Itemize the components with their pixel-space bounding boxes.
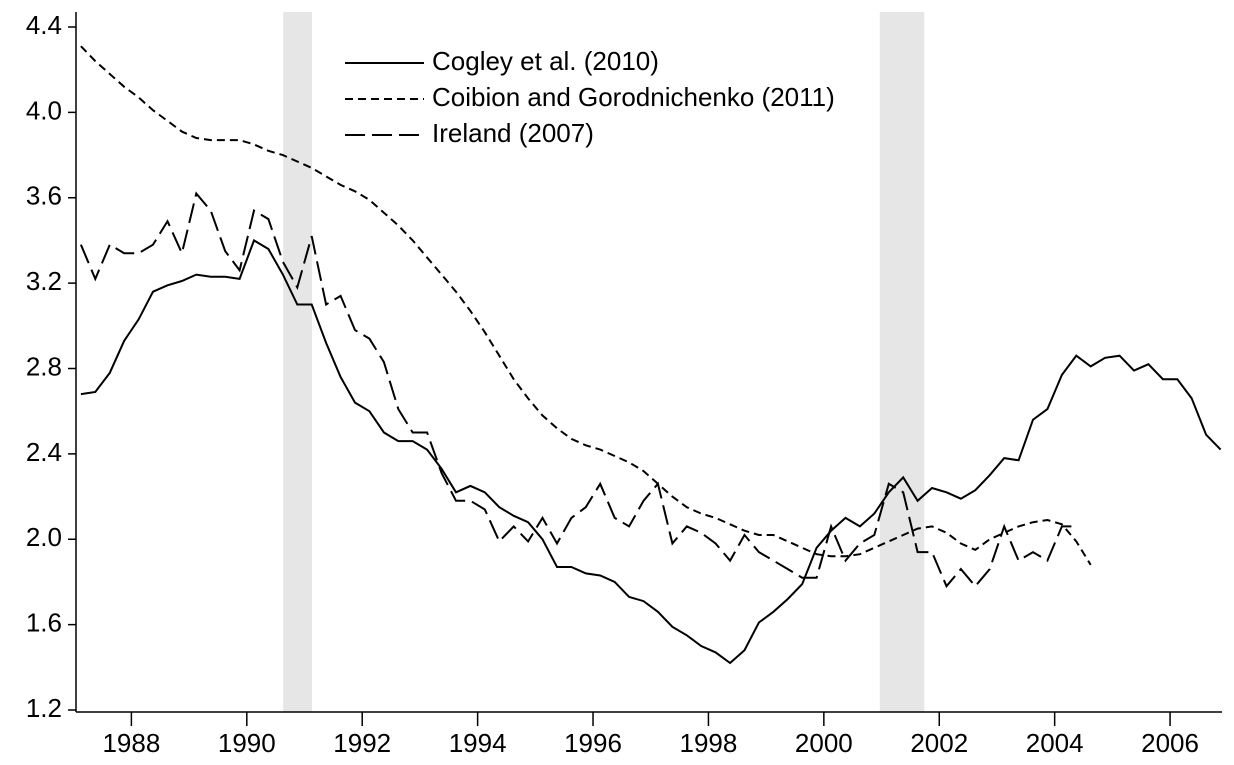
x-tick-label: 2006 xyxy=(1141,728,1199,758)
legend: Cogley et al. (2010) Coibion and Gorodnic… xyxy=(345,46,835,148)
y-tick-label: 3.6 xyxy=(26,181,62,211)
x-tick-label: 1988 xyxy=(102,728,160,758)
x-tick-label: 1992 xyxy=(333,728,391,758)
legend-label: Coibion and Gorodnichenko (2011) xyxy=(432,82,835,112)
y-tick-label: 2.4 xyxy=(26,437,62,467)
legend-label: Cogley et al. (2010) xyxy=(432,46,659,76)
x-tick-label: 2002 xyxy=(910,728,968,758)
y-tick-label: 2.0 xyxy=(26,522,62,552)
series-line xyxy=(80,238,1222,665)
y-tick-label: 1.2 xyxy=(26,693,62,723)
x-tick-label: 1996 xyxy=(564,728,622,758)
x-tick-label: 2000 xyxy=(795,728,853,758)
y-tick-label: 3.2 xyxy=(26,266,62,296)
series-line xyxy=(80,45,1092,566)
x-tick-label: 1994 xyxy=(449,728,507,758)
x-tick-label: 2004 xyxy=(1026,728,1084,758)
x-tick-label: 1998 xyxy=(680,728,738,758)
recession-band xyxy=(879,12,925,712)
x-tick-label: 1990 xyxy=(218,728,276,758)
legend-label: Ireland (2007) xyxy=(432,118,594,148)
y-tick-label: 4.4 xyxy=(26,10,62,40)
y-tick-label: 4.0 xyxy=(26,95,62,125)
y-tick-label: 1.6 xyxy=(26,608,62,638)
series-line xyxy=(79,191,1077,589)
y-tick-label: 2.8 xyxy=(26,351,62,381)
recession-band xyxy=(283,12,313,712)
